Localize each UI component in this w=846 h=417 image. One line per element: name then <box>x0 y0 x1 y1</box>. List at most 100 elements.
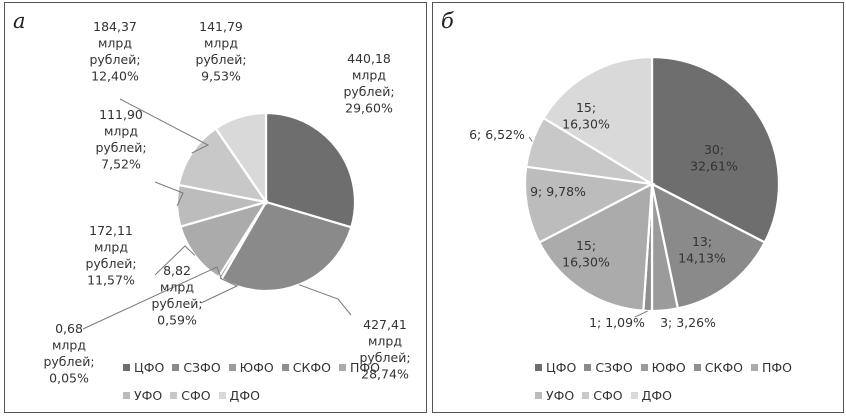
legend-swatch <box>750 363 758 371</box>
slice-label-line: 0,05% <box>49 371 89 386</box>
slice-label-line: рублей; <box>343 84 394 99</box>
leader-line <box>154 245 196 276</box>
legend-swatch <box>584 363 592 371</box>
slice-label-line: 11,57% <box>87 273 135 288</box>
legend-label: ЮФО <box>239 359 274 375</box>
legend-label: СКФО <box>292 359 331 375</box>
legend-item: ЮФО <box>228 353 274 381</box>
slice-label-line: 0,59% <box>157 313 197 328</box>
slice-label-line: 8,82 <box>163 263 191 278</box>
legend-label: СКФО <box>704 359 743 375</box>
leader-line <box>298 284 352 316</box>
slice-label-line: 12,40% <box>91 69 139 84</box>
slice-label-line: 28,74% <box>361 367 409 382</box>
pie-slice-ПФО <box>537 182 654 312</box>
legend-label: СФО <box>181 387 211 403</box>
legend-label: ПФО <box>349 359 380 375</box>
slice-label-line: 440,18 <box>347 51 391 66</box>
slice-label-ДФО: 15; 16,30% <box>562 100 610 132</box>
legend-swatch <box>123 363 130 371</box>
legend-item: СКФО <box>693 353 743 381</box>
slice-label-line: 111,90 <box>99 107 143 122</box>
slice-label-line: 427,41 <box>363 317 407 332</box>
slice-label-СФО: 6; 6,52% <box>469 127 525 142</box>
slice-label-line: 9,53% <box>201 69 241 84</box>
legend-item: УФО <box>123 381 162 409</box>
legend-label: ЦФО <box>134 359 165 375</box>
pie-slice-ДФО <box>214 111 268 206</box>
slice-label-line: рублей; <box>89 52 140 67</box>
legend-swatch <box>281 363 289 371</box>
legend-swatch <box>582 391 590 399</box>
legend-label: УФО <box>546 387 575 403</box>
leader-line <box>154 181 184 207</box>
panel-label-b: б <box>441 9 454 33</box>
slice-label-line: 141,79 <box>199 19 243 34</box>
slice-label-line: млрд <box>94 240 128 255</box>
pie-chart-a: 440,18 млрд рублей; 29,60%427,41 млрд рублей;… <box>43 19 410 386</box>
slice-label-line: 15; <box>576 238 596 253</box>
chart-panel-b: б 30; 32,61% 13; 14,13% 3; 3,26% 1; 1,09% 15; 1… <box>432 2 844 413</box>
slice-label-ПФО: 15; 16,30% <box>562 238 610 270</box>
slice-label-СЗФО: 13; 14,13% <box>678 234 726 266</box>
slice-label-line: 13; <box>692 234 712 249</box>
legend-label: ЦФО <box>546 359 577 375</box>
chart-panel-a: а 440,18 млрд рублей; 29,60% 427,41 млрд рубле… <box>4 2 427 413</box>
slice-label-line: 3; 3,26% <box>660 315 716 330</box>
pie-slice-СЗФО <box>650 181 767 310</box>
slice-label-ПФО: 172,11 млрд рублей; 11,57% <box>85 223 136 288</box>
legend-swatch <box>338 363 346 371</box>
legend-item: СЗФО <box>584 353 633 381</box>
leader-line <box>119 98 210 154</box>
slice-label-line: рублей; <box>195 52 246 67</box>
legend-swatch <box>630 391 638 399</box>
legend-item: ЦФО <box>123 353 164 381</box>
slice-label-line: 6; 6,52% <box>469 127 525 142</box>
pie-slice-ЦФО <box>264 111 357 229</box>
slice-label-line: 30; <box>704 142 724 157</box>
legend-label: ЮФО <box>651 359 686 375</box>
pie-chart-b: 30; 32,61% 13; 14,13% 3; 3,26% 1; 1,09% 15; 16,… <box>469 55 781 330</box>
legend-label: ПФО <box>761 359 792 375</box>
legend-item: СФО <box>582 381 623 409</box>
legend-item: СЗФО <box>172 353 221 381</box>
slice-label-line: млрд <box>204 36 238 51</box>
slice-label-ЦФО: 30; 32,61% <box>690 142 738 174</box>
slice-label-line: 1; 1,09% <box>589 315 645 330</box>
legend-label: СЗФО <box>595 359 633 375</box>
slice-label-line: 15; <box>576 100 596 115</box>
slice-label-ЮФО: 3; 3,26% <box>660 315 716 330</box>
slice-label-line: 7,52% <box>101 157 141 172</box>
legend-swatch <box>228 363 236 371</box>
slice-label-line: 184,37 <box>93 19 137 34</box>
legend-label: СФО <box>593 387 623 403</box>
legend-swatch <box>172 363 180 371</box>
slice-label-line: рублей; <box>95 140 146 155</box>
slice-label-line: млрд <box>160 280 194 295</box>
legend-item: ДФО <box>218 381 260 409</box>
slice-label-line: рублей; <box>85 256 136 271</box>
pie-slice-ЦФО <box>650 55 781 244</box>
legend-item: ДФО <box>630 381 672 409</box>
slice-label-line: 0,68 <box>55 321 83 336</box>
slice-label-УФО: 111,90 млрд рублей; 7,52% <box>95 107 146 172</box>
panel-label-a: а <box>13 9 26 33</box>
slice-label-line: 172,11 <box>89 223 133 238</box>
slice-label-line: 16,30% <box>562 255 610 270</box>
leader-line <box>634 310 648 318</box>
slice-label-СКФО: 1; 1,09% <box>589 315 645 330</box>
slice-label-line: 16,30% <box>562 117 610 132</box>
legend-b: ЦФО СЗФО ЮФО СКФО ПФО УФО СФО ДФО <box>535 353 805 409</box>
pie-slice-ДФО <box>541 55 654 186</box>
legend-swatch <box>535 363 542 371</box>
legend-swatch <box>693 363 701 371</box>
legend-swatch <box>123 391 130 399</box>
slice-label-line: млрд <box>52 338 86 353</box>
legend-label: ДФО <box>229 387 260 403</box>
legend-item: ЮФО <box>640 353 686 381</box>
legend-label: ДФО <box>641 387 672 403</box>
legend-swatch <box>535 391 542 399</box>
legend-item: СКФО <box>281 353 331 381</box>
legend-label: СЗФО <box>183 359 221 375</box>
legend-item: СФО <box>170 381 211 409</box>
